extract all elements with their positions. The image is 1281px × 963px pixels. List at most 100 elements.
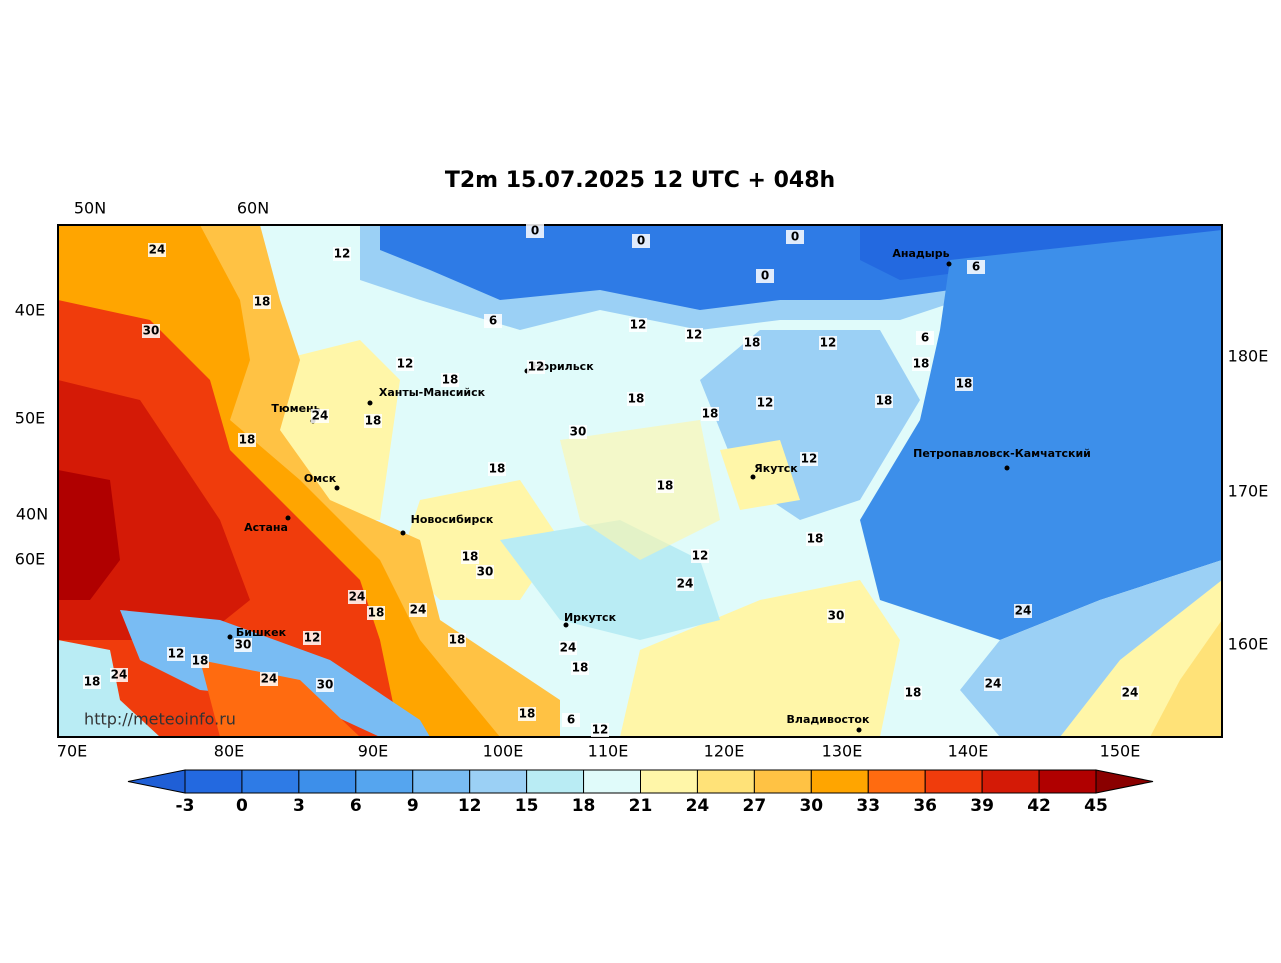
city-label: Анадырь (892, 247, 949, 260)
contour-label: 24 (1122, 686, 1139, 700)
colorbar-tick-label: 42 (1027, 796, 1051, 816)
city-label: Владивосток (787, 713, 870, 726)
contour-label-bg (333, 247, 351, 261)
contour-label-bg (167, 647, 185, 661)
contour-label: 18 (628, 392, 645, 406)
city-dot (946, 261, 952, 267)
colorbar-segment (241, 769, 300, 794)
contour-label-bg (518, 707, 536, 721)
contour-label: 0 (531, 224, 539, 238)
contour-label: 12 (528, 360, 545, 374)
colorbar-segment (412, 769, 471, 794)
city-dot (563, 622, 569, 628)
contour-label: 18 (462, 550, 479, 564)
contour-label-bg (396, 357, 414, 371)
contour-label: 18 (365, 414, 382, 428)
contour-label-bg (819, 336, 837, 350)
colorbar-tick-label: 18 (572, 796, 596, 816)
left-label: 40E (15, 301, 45, 320)
city-label: Тюмень (271, 402, 320, 415)
contour-label-bg (571, 661, 589, 675)
contour-label-bg (756, 396, 774, 410)
contour-label: 18 (956, 377, 973, 391)
bottom-label: 150E (1100, 742, 1141, 761)
contour-label: 12 (801, 452, 818, 466)
contour-label-bg (685, 328, 703, 342)
contour-label: 18 (519, 707, 536, 721)
top-label: 50N (74, 199, 106, 218)
contour-label-bg (629, 318, 647, 332)
left-label: 60E (15, 550, 45, 569)
city-label: Астана (244, 521, 288, 534)
colorbar-extend-high (1095, 769, 1154, 794)
contour-label: 30 (235, 638, 252, 652)
title: T2m 15.07.2025 12 UTC + 048h (445, 168, 835, 193)
colorbar-extend-low (127, 769, 186, 794)
colorbar-segment (696, 769, 755, 794)
city-label: Норильск (532, 360, 594, 373)
contour-label-bg (786, 230, 804, 244)
contour-label: 18 (807, 532, 824, 546)
contour-label: 6 (489, 314, 497, 328)
contour-label: 0 (637, 234, 645, 248)
colorbar-tick-label: 36 (913, 796, 937, 816)
contour-label-bg (1121, 686, 1139, 700)
contour-label: 24 (1015, 604, 1032, 618)
contour-label-bg (562, 713, 580, 727)
contour-label: 18 (905, 686, 922, 700)
contour-label-bg (110, 668, 128, 682)
left-label: 50E (15, 409, 45, 428)
city-label: Якутск (754, 462, 798, 475)
contour-label-bg (484, 314, 502, 328)
contour-label: 30 (828, 609, 845, 623)
bottom-label: 110E (588, 742, 629, 761)
contour-label: 24 (677, 577, 694, 591)
contour-label-bg (367, 606, 385, 620)
contour-label: 12 (692, 549, 709, 563)
contour-label-bg (238, 433, 256, 447)
contour-label: 6 (567, 713, 575, 727)
contour-label-bg (311, 409, 329, 423)
bottom-label: 130E (822, 742, 863, 761)
contour-label-bg (875, 394, 893, 408)
bottom-label: 90E (358, 742, 388, 761)
map-field (58, 225, 1222, 737)
contour-label-bg (904, 686, 922, 700)
city-label: Ханты-Мансийск (379, 386, 486, 399)
colorbar-segment (526, 769, 585, 794)
bottom-label: 140E (948, 742, 989, 761)
contour-label: 18 (702, 407, 719, 421)
contour-label-bg (827, 609, 845, 623)
contour-label-bg (743, 336, 761, 350)
contour-label: 24 (560, 641, 577, 655)
contour-label-bg (142, 324, 160, 338)
contour-label: 0 (791, 230, 799, 244)
colorbar-tick-label: 0 (236, 796, 248, 816)
contour-label-bg (806, 532, 824, 546)
colorbar-tick-label: 3 (293, 796, 305, 816)
bottom-label: 120E (704, 742, 745, 761)
colorbar-segment (583, 769, 641, 794)
contour-label: 24 (410, 603, 427, 617)
contour-label-bg (448, 633, 466, 647)
contour-label: 24 (985, 677, 1002, 691)
colorbar-segment (924, 769, 983, 794)
city-label: Бишкек (236, 626, 287, 639)
city-dot (1004, 465, 1010, 471)
contour-label-bg (912, 357, 930, 371)
colorbar-tick-label: 9 (407, 796, 419, 816)
contour-label-bg (148, 243, 166, 257)
contour-label-bg (591, 723, 609, 737)
contour-label: 12 (630, 318, 647, 332)
contour-label-bg (364, 414, 382, 428)
contour-label: 12 (820, 336, 837, 350)
contour-label: 12 (397, 357, 414, 371)
contour-label: 18 (84, 675, 101, 689)
contour-label: 0 (761, 269, 769, 283)
contour-label: 24 (111, 668, 128, 682)
contour-label: 18 (192, 654, 209, 668)
colorbar-segment (981, 769, 1040, 794)
colorbar-segment (355, 769, 414, 794)
contour-label-bg (627, 392, 645, 406)
city-label: Иркутск (564, 611, 617, 624)
